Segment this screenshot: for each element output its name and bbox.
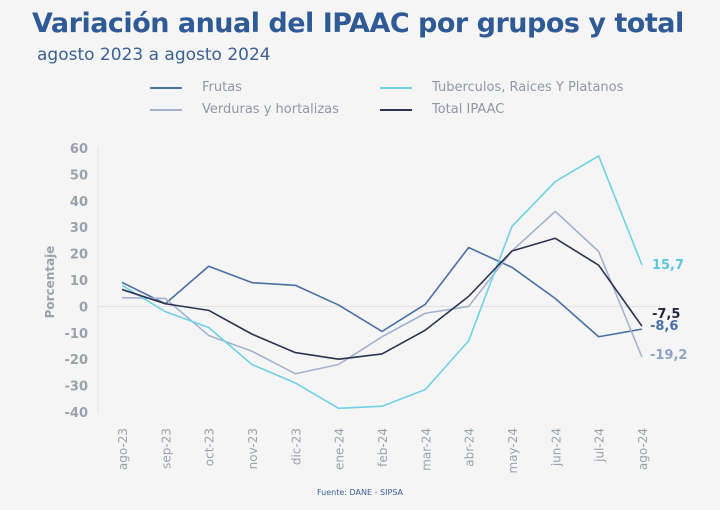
x-axis: ago-23 sep-23 oct-23 nov-23 dic-23 ene-24 feb-… <box>116 428 650 474</box>
end-label: 15,7 <box>652 258 684 273</box>
series-line-2 <box>121 155 643 410</box>
y-tick-label: 40 <box>70 195 88 210</box>
y-tick-label: -10 <box>65 327 89 342</box>
end-label: -8,6 <box>650 319 678 334</box>
legend-item-frutas: Frutas <box>150 80 242 95</box>
chart-subtitle: agosto 2023 a agosto 2024 <box>37 45 271 65</box>
y-tick-label: -30 <box>65 380 89 395</box>
legend-label-total: Total IPAAC <box>432 102 505 117</box>
series-line-3 <box>121 237 643 361</box>
end-labels: -8,6 -19,2 15,7 -7,5 <box>650 258 687 363</box>
chart-title: Variación anual del IPAAC por grupos y t… <box>32 8 684 39</box>
y-tick-label: 30 <box>70 221 88 236</box>
y-tick-label: -20 <box>65 353 89 368</box>
x-tick-label: oct-23 <box>203 428 217 466</box>
x-tick-label: jun-24 <box>549 428 563 467</box>
legend-item-tuberculos: Tuberculos, Raices Y Platanos <box>380 80 623 95</box>
y-tick-label: 60 <box>70 142 88 157</box>
series-lines <box>121 155 643 410</box>
end-label: -19,2 <box>650 348 687 363</box>
x-tick-label: dic-23 <box>289 428 303 465</box>
legend-swatch-tuberculos <box>380 86 412 89</box>
legend-swatch-verduras <box>150 108 182 111</box>
y-tick-label: -40 <box>65 406 89 421</box>
y-axis: 60 50 40 30 20 10 0 -10 -20 -30 -40 <box>65 142 660 421</box>
series-line-0 <box>121 246 643 338</box>
legend-swatch-total <box>380 108 412 111</box>
x-tick-label: mar-24 <box>419 428 433 471</box>
x-tick-label: abr-24 <box>463 428 477 467</box>
x-tick-label: jul-24 <box>593 428 607 463</box>
x-tick-label: ago-24 <box>636 428 650 470</box>
source-note: Fuente: DANE - SIPSA <box>317 488 403 497</box>
legend-item-total: Total IPAAC <box>380 102 504 117</box>
legend-item-verduras: Verduras y hortalizas <box>150 102 339 117</box>
x-tick-label: feb-24 <box>376 428 390 467</box>
legend: Frutas Verduras y hortalizas Tuberculos,… <box>0 80 720 122</box>
legend-swatch-frutas <box>150 86 182 89</box>
legend-label-verduras: Verduras y hortalizas <box>202 102 339 117</box>
y-tick-label: 50 <box>70 168 88 183</box>
y-tick-label: 10 <box>70 274 88 289</box>
y-axis-label: Porcentaje <box>43 246 57 319</box>
x-tick-label: ago-23 <box>116 428 130 470</box>
x-tick-label: sep-23 <box>159 428 173 469</box>
end-label: -7,5 <box>652 307 680 322</box>
legend-label-frutas: Frutas <box>202 80 242 95</box>
x-tick-label: nov-23 <box>246 428 260 469</box>
x-tick-label: ene-24 <box>333 428 347 470</box>
legend-label-tuberculos: Tuberculos, Raices Y Platanos <box>432 80 624 95</box>
series-line-1 <box>121 210 643 375</box>
y-tick-label: 20 <box>70 248 88 263</box>
x-tick-label: may-24 <box>506 428 520 474</box>
y-tick-label: 0 <box>79 300 88 315</box>
